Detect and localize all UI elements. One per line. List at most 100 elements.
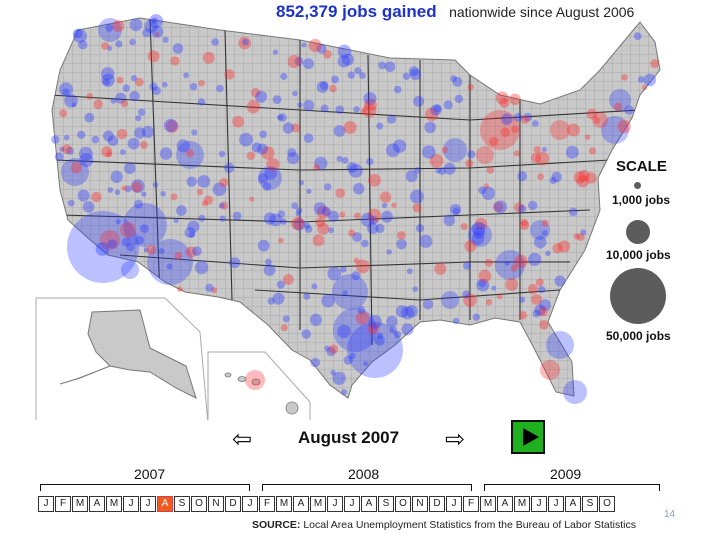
month-2009-2[interactable]: F: [463, 496, 479, 512]
job-loss-bubble: [348, 229, 356, 237]
job-gain-bubble: [224, 162, 235, 173]
job-gain-bubble: [327, 210, 339, 222]
job-gain-bubble: [63, 134, 70, 141]
job-loss-bubble: [312, 234, 325, 247]
month-2009-7[interactable]: J: [548, 496, 564, 512]
job-gain-bubble: [333, 125, 346, 137]
job-gain-bubble: [218, 202, 225, 209]
job-gain-bubble: [348, 163, 363, 178]
job-gain-bubble: [476, 278, 490, 292]
job-loss-bubble: [584, 134, 591, 140]
month-2008-10[interactable]: O: [395, 496, 411, 512]
job-gain-bubble: [176, 139, 190, 153]
job-loss-bubble: [59, 109, 68, 118]
month-2009-10[interactable]: O: [599, 496, 615, 512]
job-gain-bubble: [62, 88, 70, 96]
job-gain-bubble: [107, 45, 113, 51]
month-2008-11[interactable]: N: [412, 496, 428, 512]
job-gain-bubble: [189, 231, 196, 238]
year-label-2008: 2008: [348, 466, 380, 482]
month-2008-1[interactable]: J: [242, 496, 258, 512]
month-2007-12[interactable]: D: [225, 496, 241, 512]
month-2007-6[interactable]: J: [123, 496, 139, 512]
job-gain-bubble: [643, 73, 657, 87]
month-2007-7[interactable]: J: [140, 496, 156, 512]
month-2007-10[interactable]: O: [191, 496, 207, 512]
month-2009-9[interactable]: S: [582, 496, 598, 512]
month-2007-1[interactable]: J: [38, 496, 54, 512]
month-2007-8[interactable]: A: [157, 496, 173, 512]
month-2008-8[interactable]: A: [361, 496, 377, 512]
month-2008-4[interactable]: A: [293, 496, 309, 512]
left-arrow-icon[interactable]: ⇦: [232, 426, 253, 453]
job-loss-bubble: [488, 136, 499, 147]
job-gain-bubble: [443, 162, 456, 175]
job-gain-bubble: [301, 42, 307, 48]
job-loss-bubble: [429, 154, 444, 168]
month-2009-3[interactable]: M: [480, 496, 496, 512]
job-gain-bubble: [134, 199, 143, 209]
source-note: SOURCE: Local Area Unemployment Statisti…: [252, 519, 636, 531]
job-loss-bubble: [232, 115, 245, 128]
job-gain-bubble: [176, 205, 187, 216]
job-gain-bubble: [310, 357, 321, 368]
month-2009-1[interactable]: J: [446, 496, 462, 512]
job-loss-bubble: [362, 103, 377, 118]
job-gain-bubble: [127, 137, 140, 150]
month-2008-6[interactable]: J: [327, 496, 343, 512]
job-gain-bubble: [517, 171, 528, 182]
month-2008-9[interactable]: S: [378, 496, 394, 512]
year-bracket-2008: [262, 484, 472, 491]
job-gain-bubble: [78, 40, 88, 50]
job-gain-bubble: [147, 239, 193, 285]
job-gain-bubble: [84, 112, 95, 123]
job-gain-bubble: [347, 71, 355, 79]
job-gain-bubble: [107, 239, 118, 249]
job-gain-bubble: [59, 82, 73, 97]
month-2008-12[interactable]: D: [429, 496, 445, 512]
month-2008-3[interactable]: M: [276, 496, 292, 512]
month-2008-2[interactable]: F: [259, 496, 275, 512]
play-icon[interactable]: [511, 420, 545, 454]
job-gain-bubble: [545, 250, 551, 257]
job-loss-bubble: [538, 306, 548, 317]
month-2008-5[interactable]: M: [310, 496, 326, 512]
month-2007-5[interactable]: M: [106, 496, 122, 512]
month-2007-4[interactable]: A: [89, 496, 105, 512]
job-gain-bubble: [303, 292, 311, 300]
job-loss-bubble: [510, 264, 518, 272]
right-arrow-icon[interactable]: ⇨: [445, 426, 466, 453]
job-gain-bubble: [123, 203, 167, 247]
job-gain-bubble: [129, 18, 143, 32]
job-gain-bubble: [341, 157, 349, 164]
job-loss-bubble: [121, 185, 127, 191]
jobs-gained-total: 852,379 jobs gained: [276, 2, 437, 21]
job-gain-bubble: [452, 317, 460, 325]
job-gain-bubble: [330, 369, 336, 376]
month-2009-6[interactable]: J: [531, 496, 547, 512]
job-gain-bubble: [366, 157, 374, 166]
job-loss-bubble: [367, 208, 381, 223]
month-2007-9[interactable]: S: [174, 496, 190, 512]
headline: 852,379 jobs gained nationwide since Aug…: [276, 2, 634, 22]
job-loss-bubble: [91, 191, 102, 203]
month-2009-8[interactable]: A: [565, 496, 581, 512]
job-gain-bubble: [408, 66, 419, 77]
job-gain-bubble: [386, 249, 392, 255]
job-loss-bubble: [86, 93, 93, 100]
job-gain-bubble: [144, 19, 158, 33]
job-gain-bubble: [389, 325, 397, 334]
job-loss-bubble: [154, 31, 160, 37]
month-2007-3[interactable]: M: [72, 496, 88, 512]
job-gain-bubble: [609, 89, 631, 111]
month-2008-7[interactable]: J: [344, 496, 360, 512]
month-2009-5[interactable]: M: [514, 496, 530, 512]
job-gain-bubble: [443, 100, 453, 110]
month-2007-2[interactable]: F: [55, 496, 71, 512]
month-2009-4[interactable]: A: [497, 496, 513, 512]
job-gain-bubble: [158, 248, 165, 255]
scale-dot-50000: [610, 268, 666, 324]
job-loss-bubble: [520, 115, 530, 124]
month-2007-11[interactable]: N: [208, 496, 224, 512]
job-gain-bubble: [115, 92, 127, 104]
